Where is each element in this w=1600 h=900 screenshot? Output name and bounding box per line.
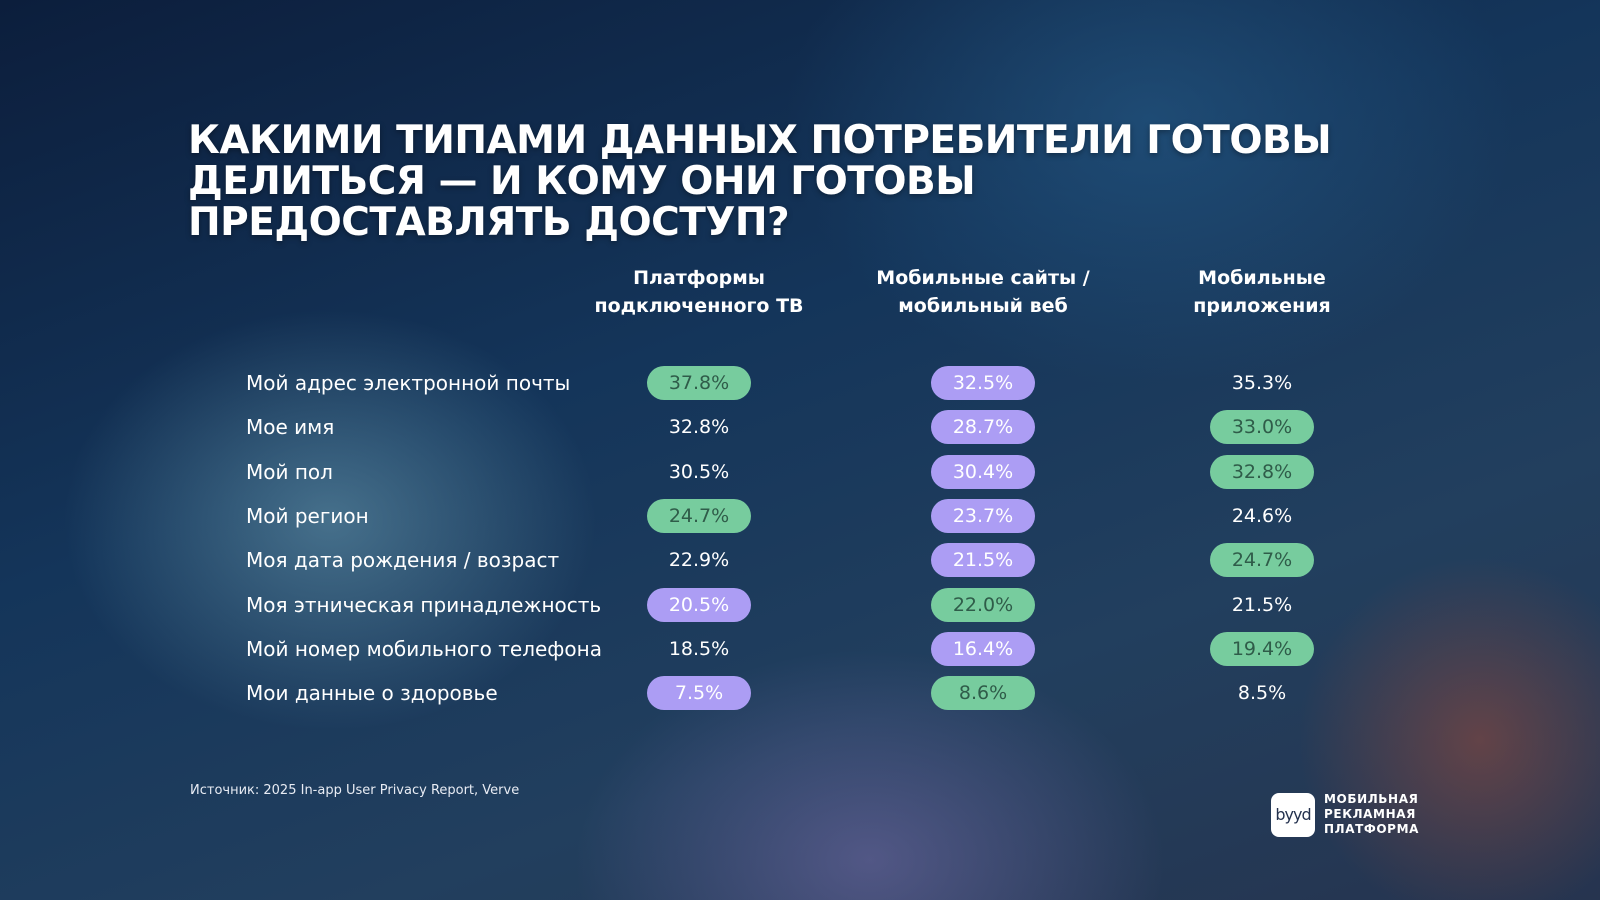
- value-cell: 21.5%: [1231, 593, 1293, 616]
- value-cell: 24.7%: [647, 498, 751, 533]
- logo-caption: МОБИЛЬНАЯ РЕКЛАМНАЯ ПЛАТФОРМА: [1324, 792, 1420, 836]
- value-cell: 21.5%: [931, 543, 1035, 578]
- page-title: КАКИМИ ТИПАМИ ДАННЫХ ПОТРЕБИТЕЛИ ГОТОВЫ …: [188, 118, 1332, 245]
- value-cell: 30.5%: [668, 460, 730, 483]
- row-label: Мое имя: [246, 415, 335, 440]
- row-label: Моя дата рождения / возраст: [246, 548, 560, 573]
- value-cell: 35.3%: [1231, 372, 1293, 394]
- value-cell: 22.0%: [931, 587, 1035, 622]
- value-cell: 23.7%: [931, 498, 1035, 533]
- value-cell: 24.7%: [1210, 543, 1314, 578]
- row-label: Мой регион: [246, 503, 369, 528]
- value-cell: 30.4%: [931, 454, 1035, 489]
- source-note: Источник: 2025 In-app User Privacy Repor…: [190, 783, 520, 798]
- column-header: Платформы подключенного ТВ: [594, 267, 804, 317]
- row-label: Моя этническая принадлежность: [246, 592, 602, 617]
- value-cell: 16.4%: [931, 631, 1035, 666]
- value-cell: 18.5%: [668, 637, 730, 660]
- value-cell: 20.5%: [647, 587, 751, 622]
- value-cell: 8.5%: [1237, 682, 1287, 705]
- value-cell: 7.5%: [647, 676, 751, 711]
- row-label: Мой пол: [246, 459, 333, 484]
- value-cell: 28.7%: [931, 410, 1035, 445]
- row-label: Мой адрес электронной почты: [246, 371, 571, 395]
- value-cell: 32.8%: [668, 416, 730, 439]
- value-cell: 8.6%: [931, 676, 1035, 711]
- column-header: Мобильные сайты / мобильный веб: [876, 267, 1090, 317]
- row-label: Мои данные о здоровье: [246, 681, 498, 706]
- value-cell: 32.8%: [1210, 454, 1314, 489]
- value-cell: 19.4%: [1210, 631, 1314, 666]
- column-header: Мобильные приложения: [1193, 267, 1331, 317]
- value-cell: 32.5%: [931, 366, 1035, 400]
- value-cell: 33.0%: [1210, 410, 1314, 445]
- value-cell: 37.8%: [647, 366, 751, 400]
- row-label: Мой номер мобильного телефона: [246, 636, 602, 661]
- value-cell: 22.9%: [668, 549, 730, 572]
- byyd-logo-icon: byyd: [1271, 793, 1315, 837]
- value-cell: 24.6%: [1231, 504, 1293, 527]
